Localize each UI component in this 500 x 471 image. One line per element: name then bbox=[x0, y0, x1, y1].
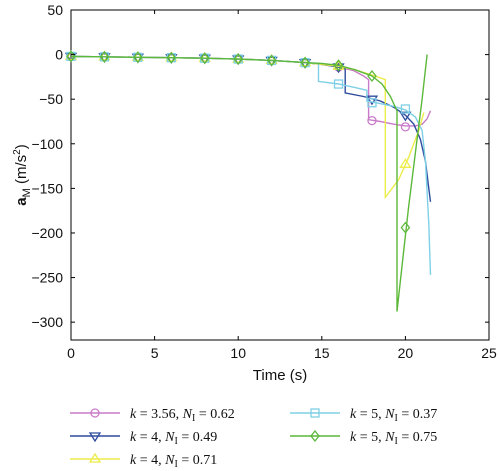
series-line bbox=[70, 55, 432, 202]
series-line bbox=[70, 55, 432, 127]
y-tick-label: −250 bbox=[31, 270, 63, 286]
series-marker bbox=[199, 52, 210, 65]
series-5 bbox=[66, 50, 428, 312]
legend-marker bbox=[88, 432, 102, 443]
x-axis-title: Time (s) bbox=[253, 367, 307, 384]
series-1 bbox=[66, 51, 432, 132]
legend-label: k = 4, NI = 0.49 bbox=[130, 430, 217, 447]
series-marker bbox=[365, 95, 379, 106]
legend-item: k = 4, NI = 0.49 bbox=[70, 430, 217, 447]
series-marker bbox=[333, 59, 344, 72]
legend-marker bbox=[310, 408, 320, 418]
legend-item: k = 5, NI = 0.37 bbox=[290, 407, 437, 424]
y-axis-title-sub: M bbox=[21, 188, 33, 197]
series-line bbox=[70, 55, 432, 275]
y-tick-label: −200 bbox=[31, 225, 63, 241]
y-tick-label: 50 bbox=[47, 2, 63, 18]
series-4 bbox=[66, 51, 432, 275]
legend-item: k = 4, NI = 0.71 bbox=[70, 452, 217, 470]
series-line bbox=[70, 55, 425, 200]
legend-label: k = 3.56, NI = 0.62 bbox=[130, 407, 235, 424]
y-axis-title-main: a bbox=[13, 197, 30, 206]
legend-label: k = 4, NI = 0.71 bbox=[130, 453, 217, 470]
legend-item: k = 5, NI = 0.75 bbox=[290, 429, 437, 447]
series-marker bbox=[233, 53, 244, 66]
y-axis-title-unit: (m/s bbox=[13, 155, 30, 188]
series-marker bbox=[367, 69, 377, 83]
series-marker bbox=[266, 54, 277, 67]
series-marker bbox=[166, 51, 177, 64]
x-tick-label: 20 bbox=[398, 345, 414, 361]
series-line bbox=[70, 54, 428, 312]
series-marker bbox=[367, 98, 377, 108]
plot-area: 0 5 10 15 20 25 50 0 −50 −100 −150 −200 −250 −300 bbox=[31, 2, 497, 361]
y-tick-label: −50 bbox=[39, 91, 63, 107]
legend: k = 3.56, NI = 0.62 k = 4, NI = 0.49 k = 4… bbox=[70, 407, 437, 470]
series-marker bbox=[300, 56, 310, 69]
y-tick-label: −300 bbox=[31, 314, 63, 330]
y-tick-label: −100 bbox=[31, 136, 63, 152]
legend-marker bbox=[310, 429, 320, 443]
x-tick-label: 5 bbox=[151, 345, 159, 361]
series-marker bbox=[399, 111, 412, 122]
legend-label: k = 5, NI = 0.75 bbox=[350, 430, 437, 447]
series-marker bbox=[399, 158, 412, 168]
series-marker bbox=[367, 115, 377, 126]
y-axis-title-sup: 2 bbox=[12, 149, 23, 155]
x-tick-label: 15 bbox=[314, 345, 330, 361]
series-layer bbox=[64, 50, 432, 312]
series-marker bbox=[400, 122, 411, 132]
legend-label: k = 5, NI = 0.37 bbox=[350, 407, 437, 424]
ticks-layer: 0 5 10 15 20 25 50 0 −50 −100 −150 −200 −250 −300 bbox=[31, 2, 497, 361]
series-marker bbox=[333, 79, 344, 89]
series-marker bbox=[400, 104, 411, 114]
y-tick-label: 0 bbox=[55, 47, 63, 63]
legend-marker bbox=[88, 452, 102, 463]
x-tick-label: 10 bbox=[230, 345, 246, 361]
x-tick-label: 0 bbox=[67, 345, 75, 361]
y-axis-title-close: ) bbox=[13, 144, 30, 149]
series-marker bbox=[99, 50, 110, 63]
x-tick-label: 25 bbox=[481, 345, 497, 361]
plot-frame bbox=[70, 9, 490, 341]
legend-marker bbox=[90, 408, 100, 418]
y-axis-title: aM (m/s2) bbox=[12, 144, 33, 205]
legend-item: k = 3.56, NI = 0.62 bbox=[70, 407, 235, 424]
series-marker bbox=[400, 221, 411, 234]
series-marker bbox=[133, 51, 143, 64]
y-tick-label: −150 bbox=[31, 180, 63, 196]
